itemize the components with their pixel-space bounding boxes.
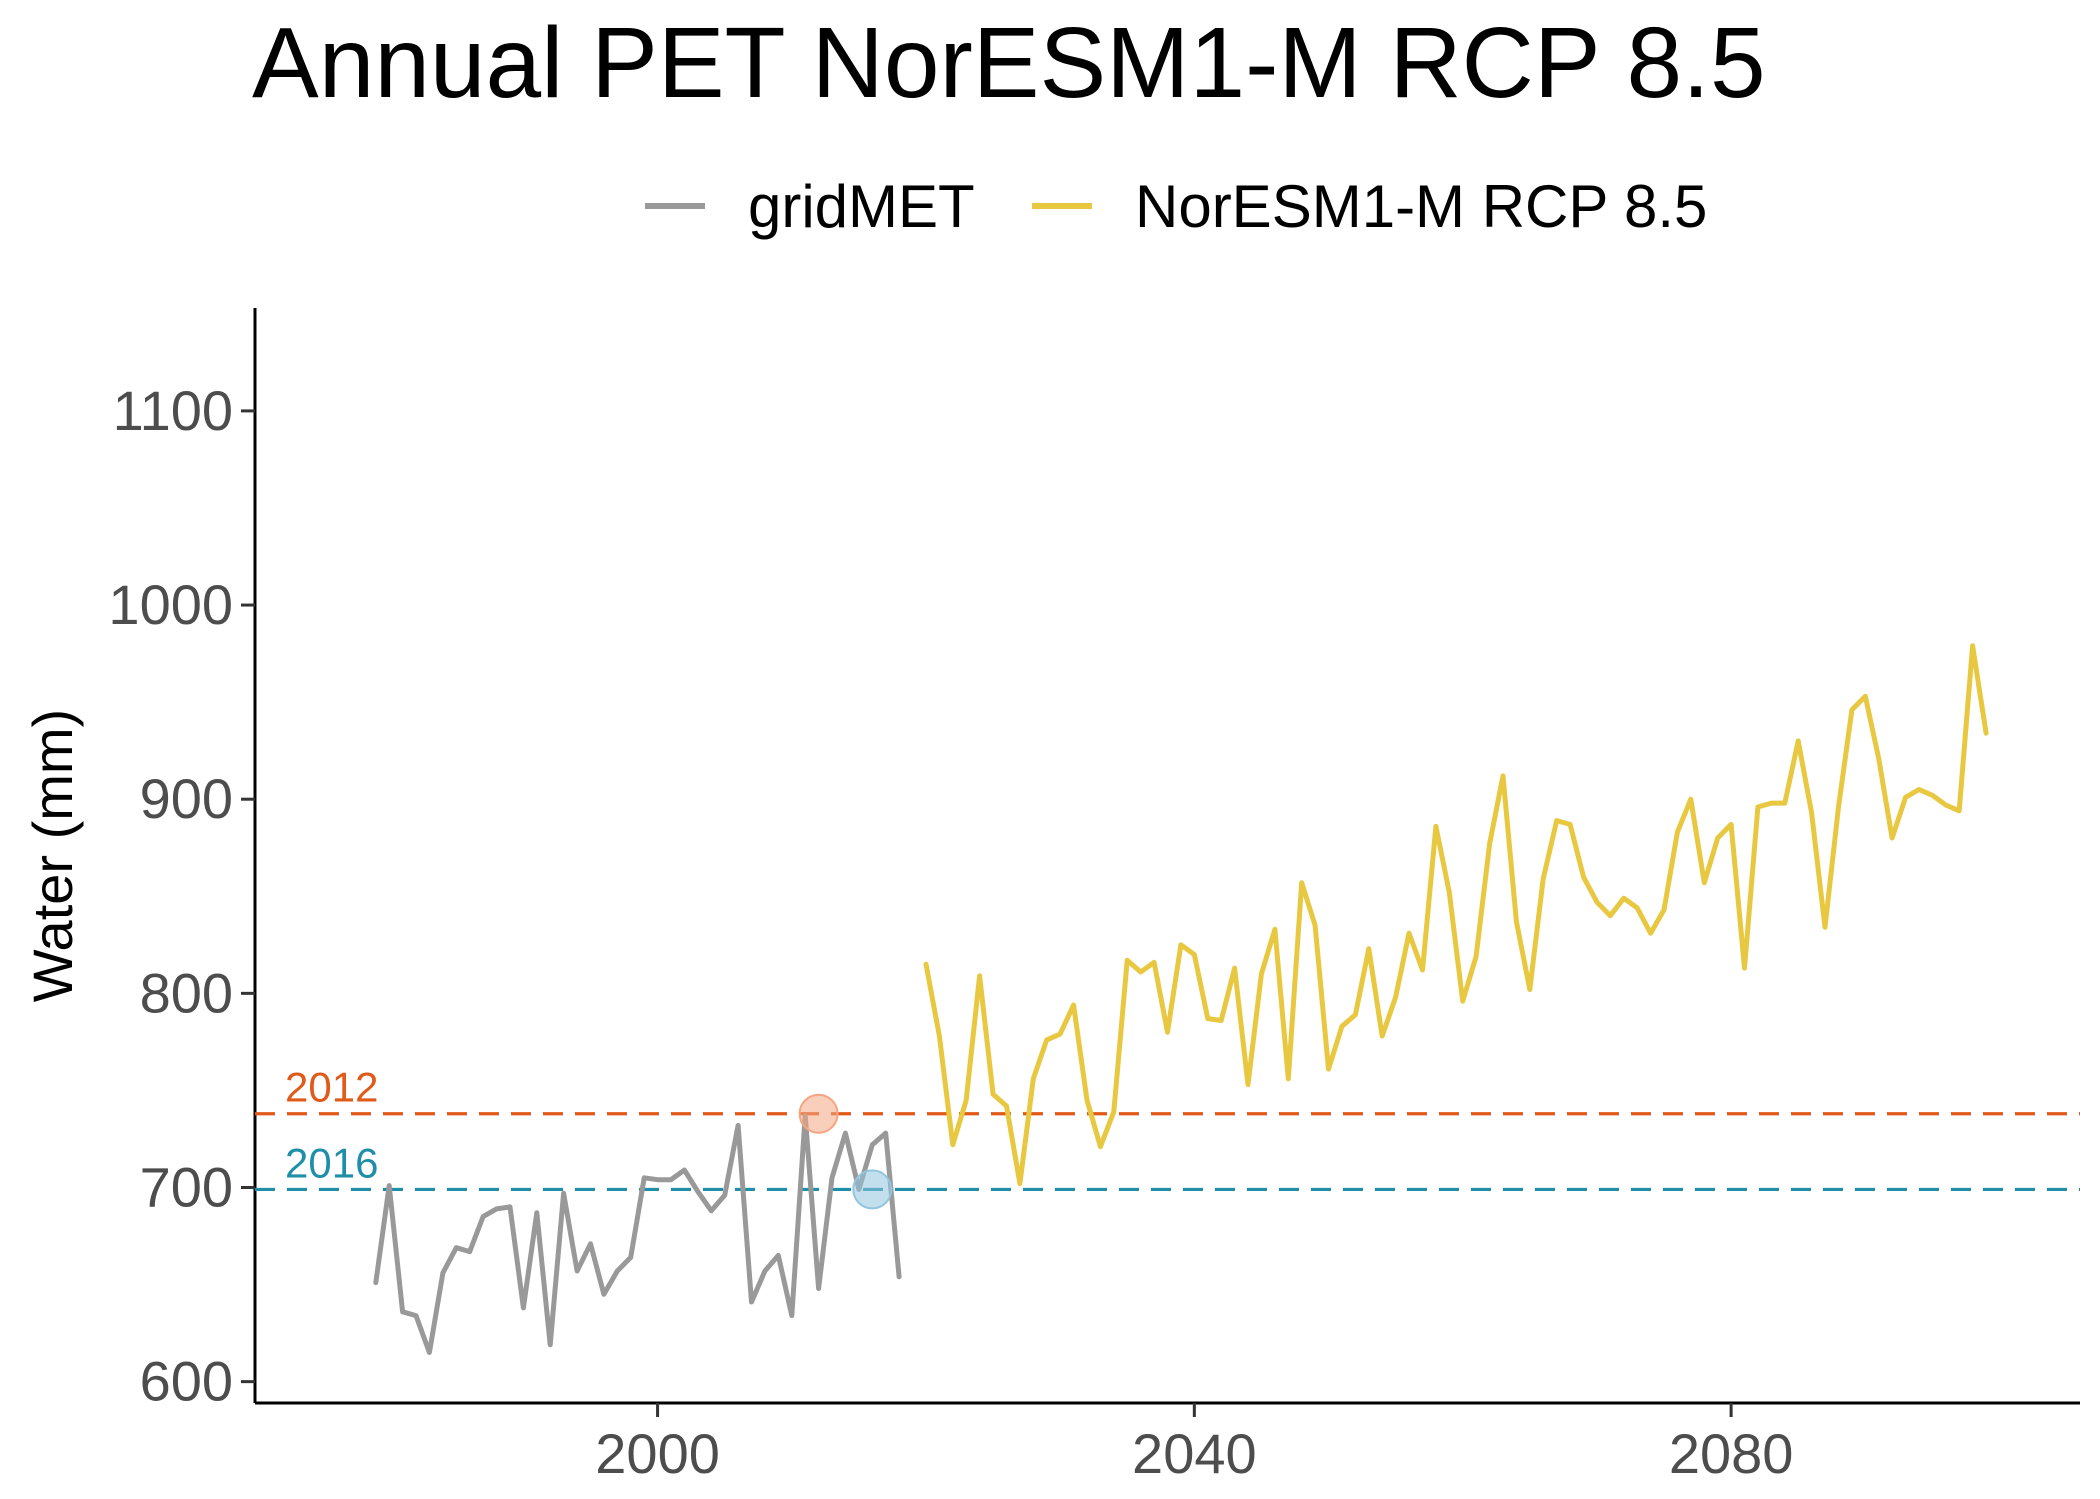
- x-tick-label: 2000: [595, 1422, 720, 1485]
- series-line: [923, 643, 1989, 1187]
- series-line: [373, 1113, 902, 1355]
- y-tick-label: 1000: [108, 573, 233, 636]
- reference-line-label: 2012: [285, 1064, 378, 1111]
- y-tick-label: 1100: [113, 379, 233, 442]
- x-tick-label: 2040: [1132, 1422, 1257, 1485]
- highlight-points: [798, 1093, 893, 1210]
- y-tick-label: 600: [140, 1350, 233, 1413]
- highlight-point: [852, 1169, 893, 1210]
- legend-label: gridMET: [748, 173, 975, 240]
- reference-lines: 2012 2016: [255, 1064, 2080, 1192]
- legend-label: NorESM1-M RCP 8.5: [1135, 173, 1707, 240]
- reference-line-label: 2016: [285, 1139, 378, 1186]
- highlight-point: [798, 1093, 839, 1134]
- series-group: [373, 643, 1989, 1355]
- y-tick-label: 800: [140, 961, 233, 1024]
- x-tick-label: 2080: [1669, 1422, 1794, 1485]
- chart-title: Annual PET NorESM1-M RCP 8.5: [252, 7, 1766, 119]
- axes: 600 700 800 900 1000 1100 2000 2040 2080 Water (m…: [21, 308, 2080, 1485]
- y-tick-label: 900: [140, 767, 233, 830]
- y-axis-title: Water (mm): [21, 709, 84, 1002]
- y-tick-label: 700: [140, 1155, 233, 1218]
- legend: gridMET NorESM1-M RCP 8.5: [645, 173, 1707, 240]
